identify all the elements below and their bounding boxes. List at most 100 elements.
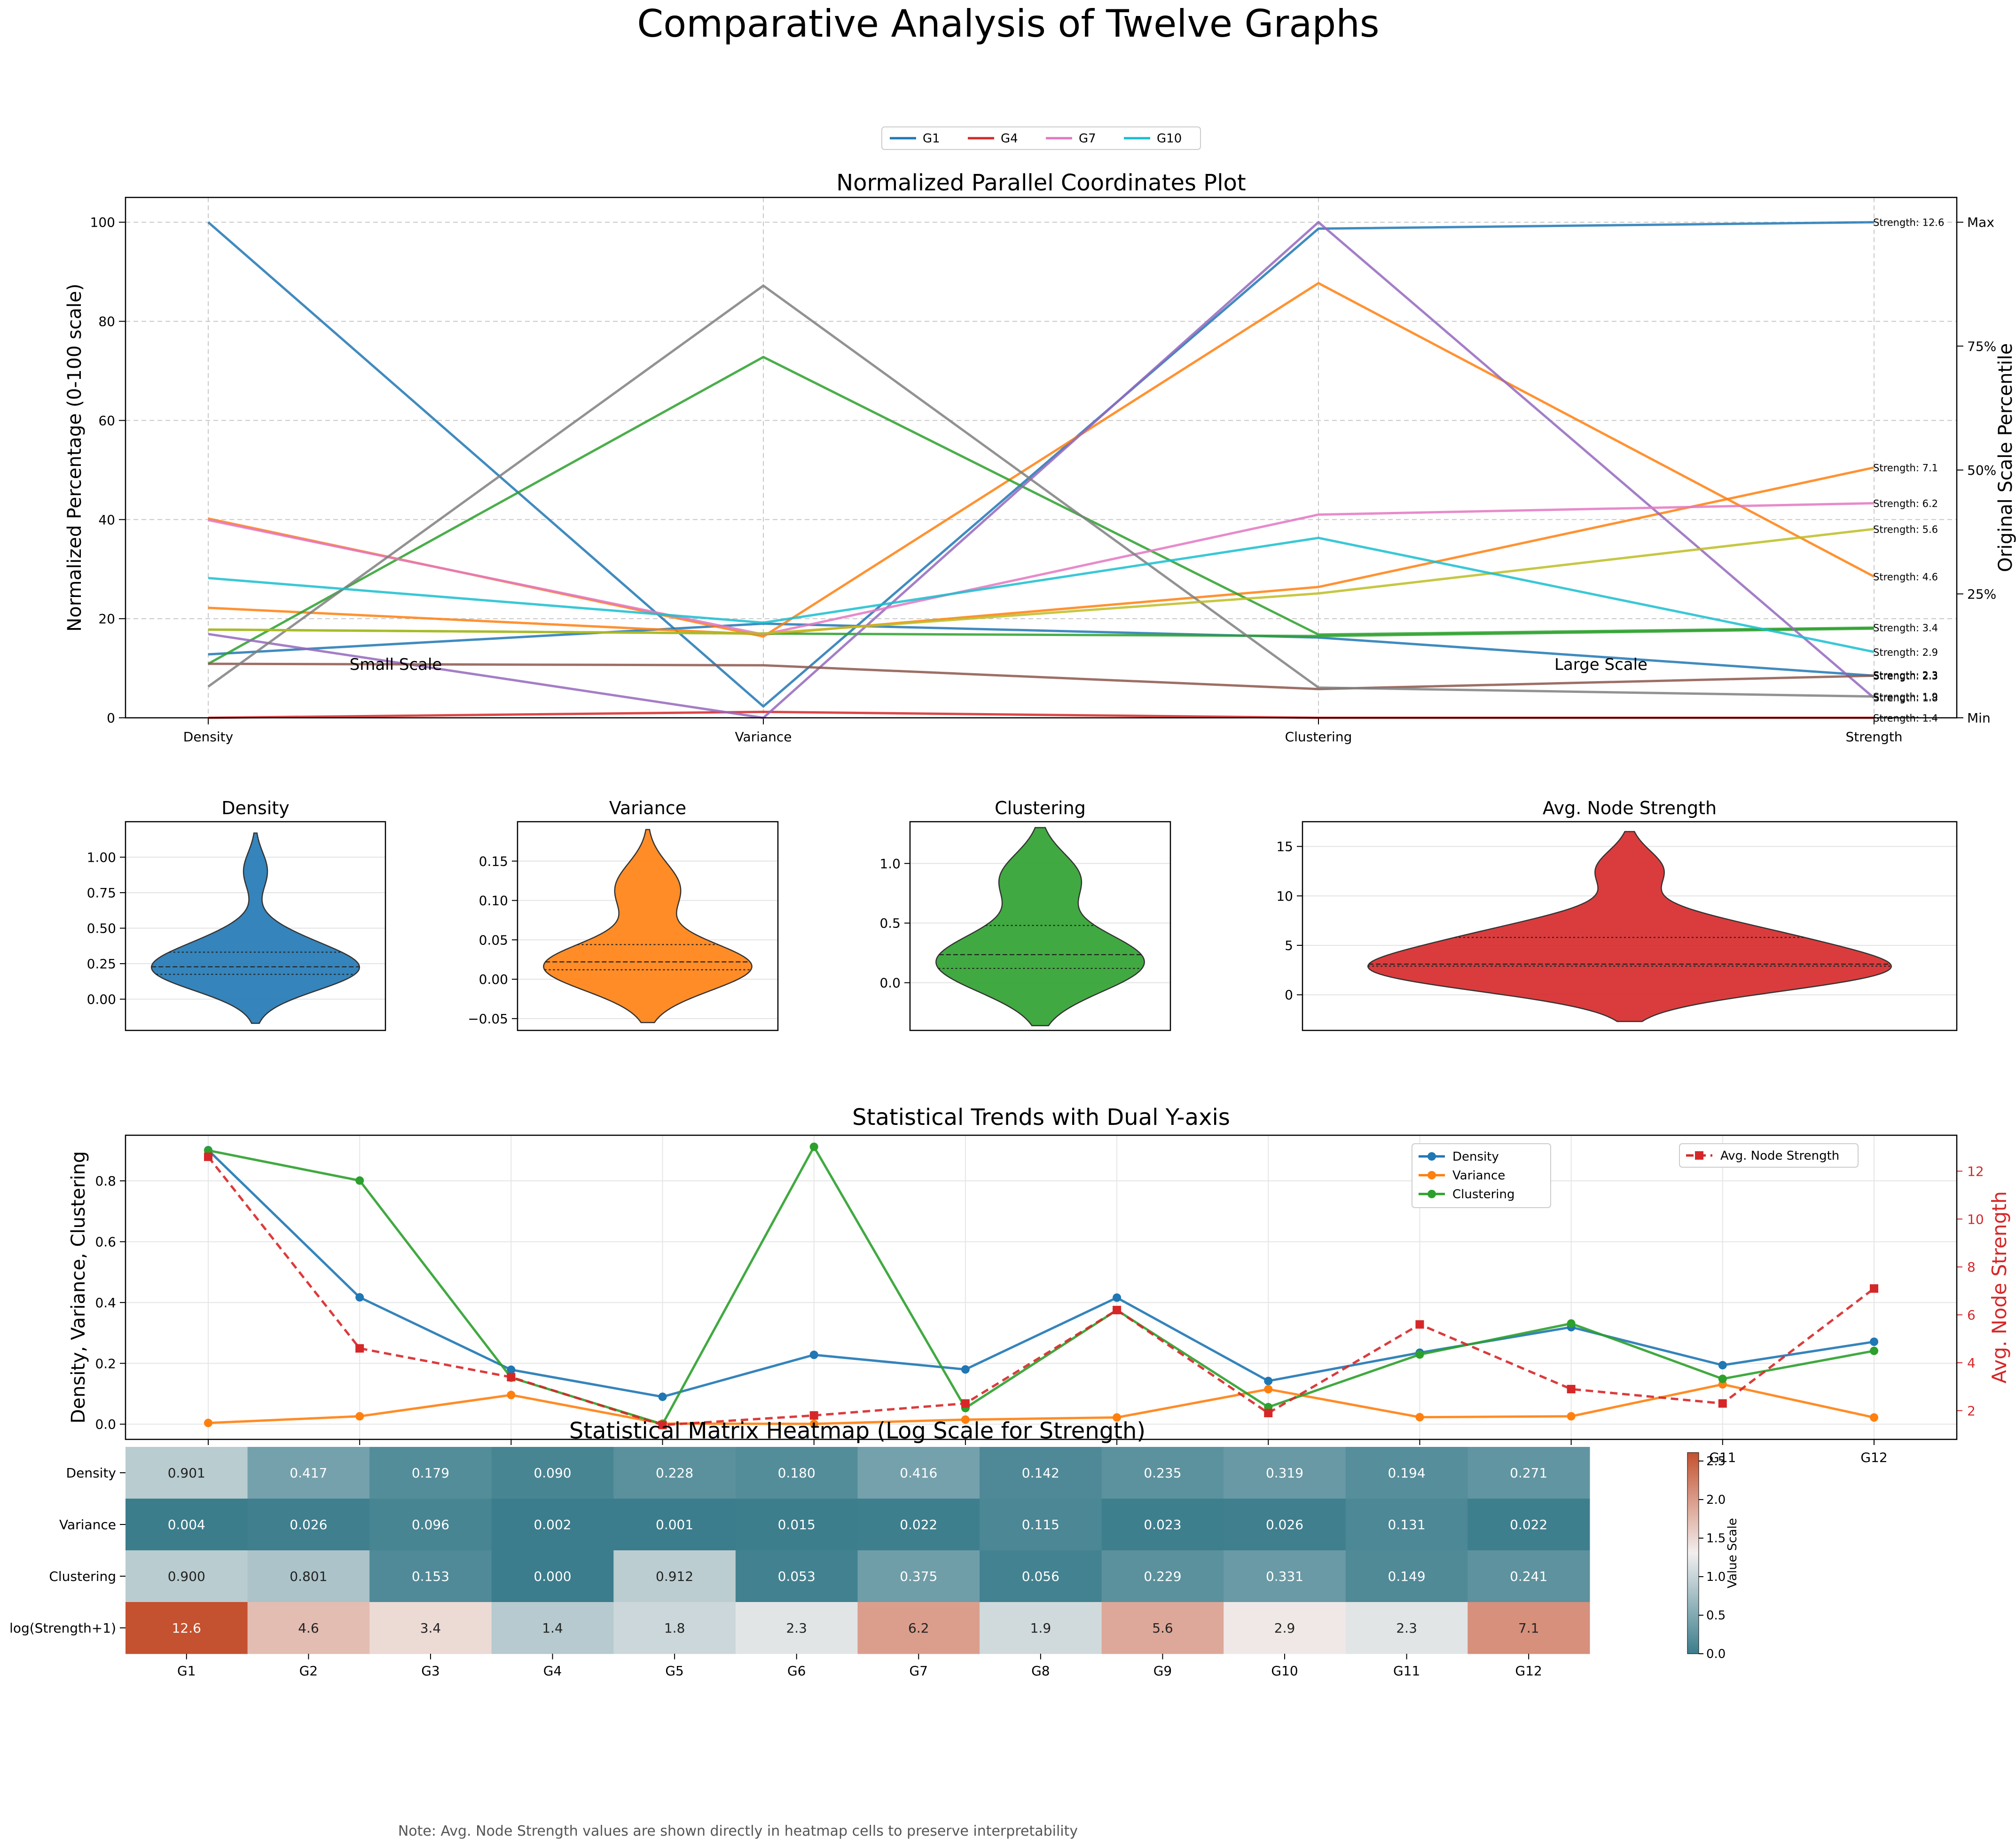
trends-ytick-label: 0.6: [95, 1234, 116, 1249]
heatmap-cell-label: 0.022: [900, 1517, 937, 1532]
legend-marker: [1695, 1151, 1703, 1160]
heatmap-cell: [980, 1602, 1102, 1654]
parallel-strength-label: Strength: 4.6: [1873, 572, 1938, 583]
heatmap-cell-label: 0.142: [1022, 1465, 1059, 1481]
trends-ylabel: Density, Variance, Clustering: [68, 1151, 89, 1424]
trends-legend-right: Avg. Node Strength: [1679, 1143, 1859, 1168]
heatmap-cell: [735, 1499, 858, 1551]
heatmap-cell-label: 0.180: [778, 1465, 816, 1481]
heatmap-col-label: G5: [665, 1663, 684, 1679]
heatmap-cell-label: 0.022: [1510, 1517, 1547, 1532]
heatmap-cell: [613, 1602, 736, 1654]
parallel-series-line: [207, 221, 1875, 708]
heatmap-cell-label: 0.002: [533, 1517, 571, 1532]
trends-series-variance-marker: [204, 1419, 212, 1428]
violin-ytick-label: 0.00: [87, 992, 116, 1007]
heatmap-row-label: Variance: [59, 1517, 116, 1532]
heatmap-cell-label: 0.900: [168, 1569, 205, 1584]
heatmap-cell: [980, 1499, 1102, 1551]
heatmap-chart: Statistical Matrix Heatmap (Log Scale fo…: [9, 1418, 1740, 1679]
violin-ytick-label: 1.00: [87, 850, 116, 865]
parallel-series-line: [207, 284, 1875, 698]
heatmap-cell: [1101, 1602, 1224, 1654]
heatmap-cell: [980, 1447, 1102, 1499]
heatmap-cell-label: 2.3: [786, 1620, 807, 1636]
heatmap-cell-label: 0.229: [1144, 1569, 1181, 1584]
colorbar-tick-label: 2.5: [1706, 1454, 1726, 1469]
heatmap-cell-label: 12.6: [172, 1620, 201, 1636]
heatmap-cell-label: 0.115: [1022, 1517, 1059, 1532]
parallel-axis-label-density: Density: [183, 729, 233, 745]
heatmap-col-label: G6: [787, 1663, 806, 1679]
trends-series-clustering: [208, 1144, 1875, 1426]
heatmap-cell-label: 1.9: [1030, 1620, 1051, 1636]
heatmap-cell: [1345, 1550, 1468, 1602]
trends-series-clustering-marker: [809, 1142, 818, 1151]
trends-ytick-label: 0.4: [95, 1295, 116, 1311]
trends-series-density-marker: [507, 1365, 516, 1374]
heatmap-cell-label: 6.2: [908, 1620, 929, 1636]
violin-body-variance: [543, 829, 753, 1023]
heatmap-cell: [1467, 1550, 1590, 1602]
heatmap-cell: [857, 1447, 980, 1499]
heatmap-cell: [1345, 1499, 1468, 1551]
trends-series-variance: [208, 1383, 1875, 1425]
trends-y2tick-label: 12: [1967, 1163, 1984, 1179]
heatmap-colorbar: [1687, 1452, 1699, 1654]
parallel-strength-label: Strength: 6.2: [1873, 498, 1938, 509]
trends-series-clustering-marker: [1567, 1319, 1576, 1328]
parallel-series-line: [208, 536, 1875, 653]
trends-series-variance-marker: [809, 1420, 818, 1429]
violin-ytick-label: 0.25: [87, 956, 116, 972]
heatmap-cell-label: 0.194: [1388, 1465, 1426, 1481]
heatmap-cell: [369, 1550, 492, 1602]
trends-y2tick-label: 2: [1967, 1403, 1976, 1419]
violin-ytick-label: 1.0: [879, 856, 901, 872]
trends-series-avg-node-strength-marker: [507, 1373, 516, 1382]
heatmap-cell-label: 0.416: [900, 1465, 937, 1481]
parallel-legend: G1 G4 G7 G10: [881, 126, 1201, 150]
trends-series-density-marker: [961, 1365, 970, 1374]
parallel-axis-label-strength: Strength: [1845, 729, 1902, 745]
heatmap-cell-label: 1.4: [542, 1620, 563, 1636]
heatmap-cell-label: 0.004: [168, 1517, 205, 1532]
heatmap-cell: [126, 1602, 248, 1654]
trends-series-variance-marker: [1415, 1413, 1424, 1422]
heatmap-cell: [126, 1550, 248, 1602]
parallel-y2tick-label: Max: [1967, 215, 1994, 230]
trends-series-avg-node-strength-marker: [1567, 1385, 1576, 1394]
colorbar-tick-label: 1.0: [1706, 1570, 1726, 1584]
parallel-y2label: Original Scale Percentile: [1995, 343, 2016, 572]
parallel-strength-label: Strength: 1.9: [1873, 691, 1938, 703]
violin-frame: [517, 821, 779, 1031]
heatmap-cell-label: 0.179: [412, 1465, 449, 1481]
trends-series-variance-marker: [1567, 1412, 1576, 1421]
figure-note: Note: Avg. Node Strength values are show…: [398, 1823, 1078, 1839]
violin-ytick-label: −0.05: [468, 1011, 508, 1027]
violin-charts: 0.000.250.500.751.00Density−0.050.000.05…: [87, 798, 1958, 1031]
trends-series-variance-marker: [961, 1415, 970, 1424]
heatmap-cell-label: 4.6: [298, 1620, 319, 1636]
heatmap-cell: [1101, 1499, 1224, 1551]
heatmap-col-label: G12: [1515, 1663, 1542, 1679]
trends-xtick-label: G11: [1709, 1450, 1736, 1465]
heatmap-cell: [247, 1550, 370, 1602]
legend-label: Avg. Node Strength: [1720, 1149, 1839, 1163]
heatmap-cell: [857, 1499, 980, 1551]
legend-marker: [1428, 1152, 1436, 1161]
heatmap-col-label: G1: [177, 1663, 196, 1679]
trends-series-avg-node-strength-marker: [1113, 1305, 1122, 1314]
parallel-ylabel: Normalized Percentage (0-100 scale): [64, 283, 86, 632]
heatmap-cell: [126, 1447, 248, 1499]
parallel-ytick-label: 60: [98, 413, 115, 428]
heatmap-cell-label: 1.8: [664, 1620, 685, 1636]
parallel-annotation-large-scale: Large Scale: [1554, 655, 1647, 674]
trends-series-density-marker: [1870, 1337, 1878, 1346]
heatmap-cell: [491, 1602, 614, 1654]
violin-body-density: [151, 832, 360, 1024]
trends-series-density-marker: [1718, 1361, 1727, 1370]
heatmap-col-label: G11: [1393, 1663, 1420, 1679]
legend-label-g10: G10: [1157, 132, 1182, 146]
heatmap-cell: [491, 1550, 614, 1602]
heatmap-cell-label: 0.901: [168, 1465, 205, 1481]
